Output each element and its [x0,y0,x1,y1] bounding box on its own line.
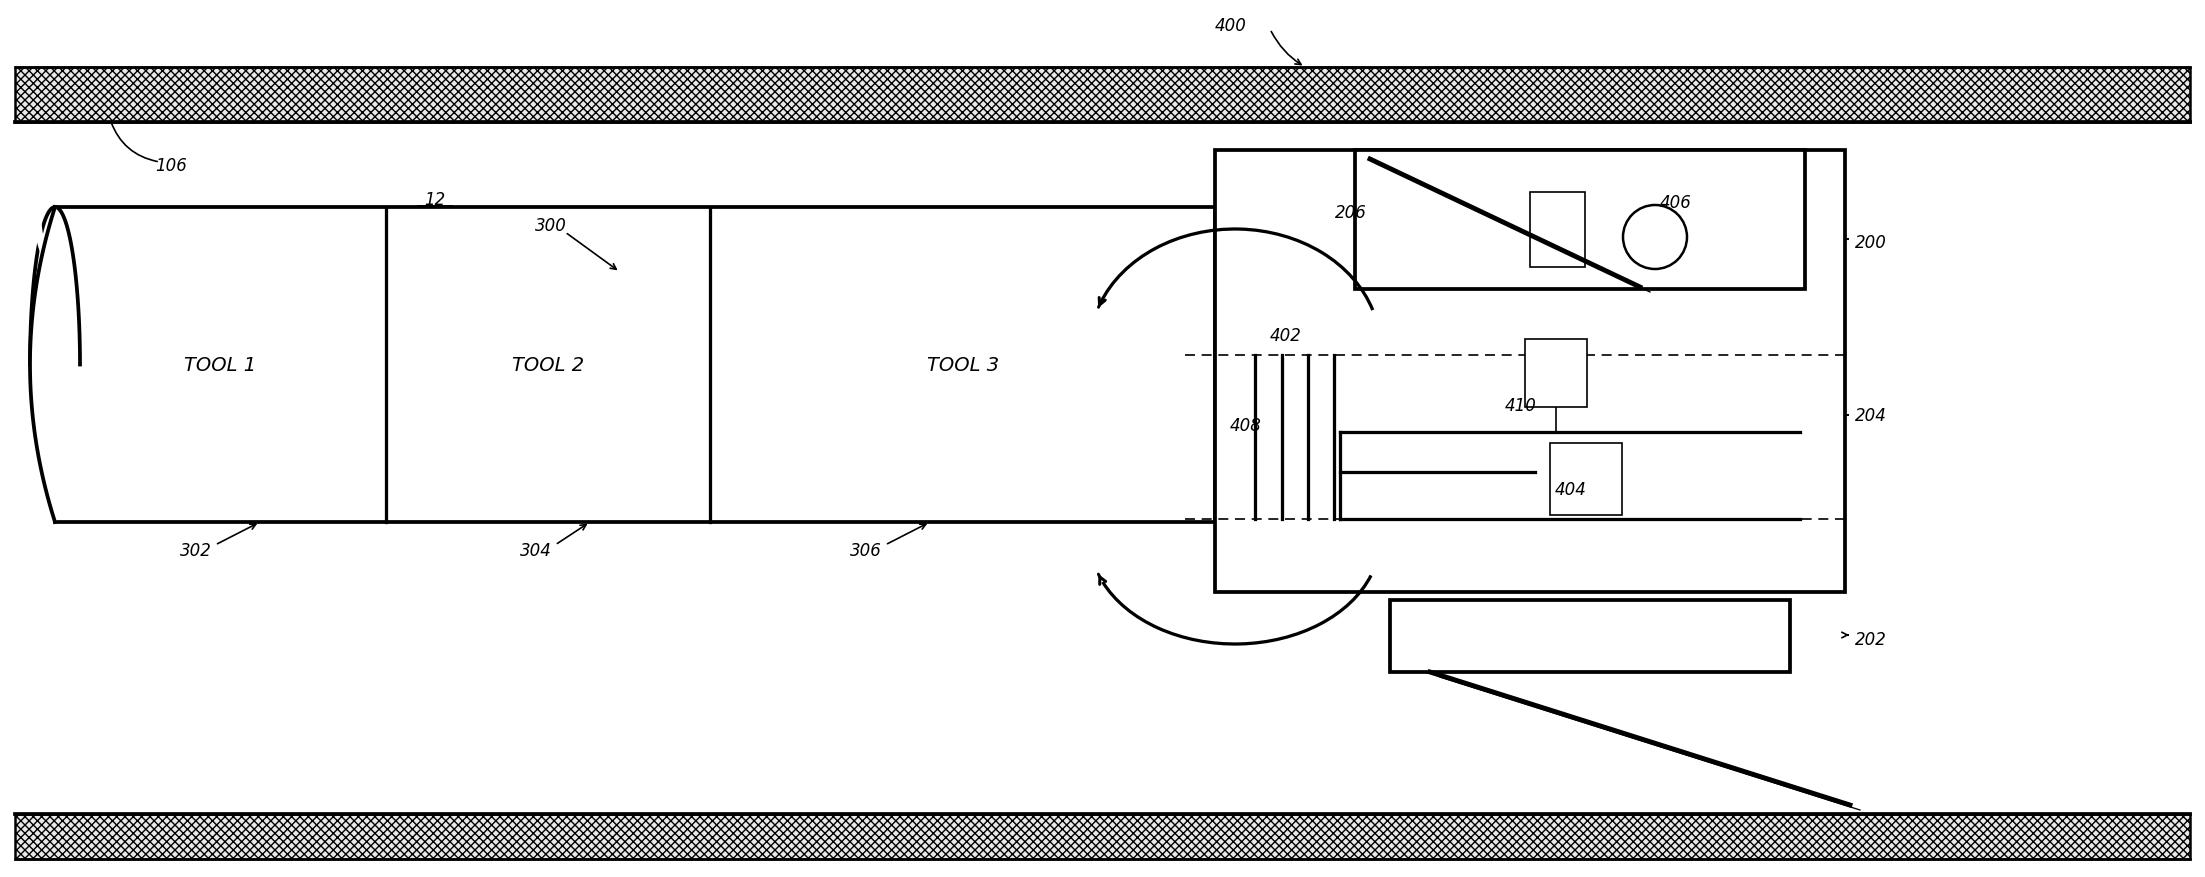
Bar [15,814,2190,859]
Text: 202: 202 [1854,631,1887,648]
Text: TOOL 1: TOOL 1 [185,355,256,374]
Bar [15,68,2190,123]
Text: 306: 306 [849,541,882,560]
Bar [1356,151,1806,289]
Circle shape [1623,206,1687,270]
Bar [1215,151,1846,592]
Text: 406: 406 [1660,194,1691,211]
Text: 200: 200 [1854,234,1887,252]
Text: 106: 106 [154,157,187,175]
Text: 404: 404 [1555,481,1588,498]
Text: 408: 408 [1230,417,1261,434]
Bar [1550,444,1623,516]
Text: TOOL 2: TOOL 2 [512,355,584,374]
Text: 302: 302 [181,541,212,560]
Text: 410: 410 [1506,396,1537,415]
Text: 204: 204 [1854,407,1887,424]
Text: 300: 300 [536,217,567,235]
Text: 206: 206 [1334,203,1367,222]
Text: TOOL 3: TOOL 3 [926,355,999,374]
Bar [1389,601,1790,673]
Bar [1526,339,1588,408]
Text: 400: 400 [1215,17,1246,35]
Text: 12: 12 [423,191,445,209]
Text: 304: 304 [520,541,551,560]
Bar [1530,193,1585,267]
Text: 402: 402 [1270,326,1301,345]
